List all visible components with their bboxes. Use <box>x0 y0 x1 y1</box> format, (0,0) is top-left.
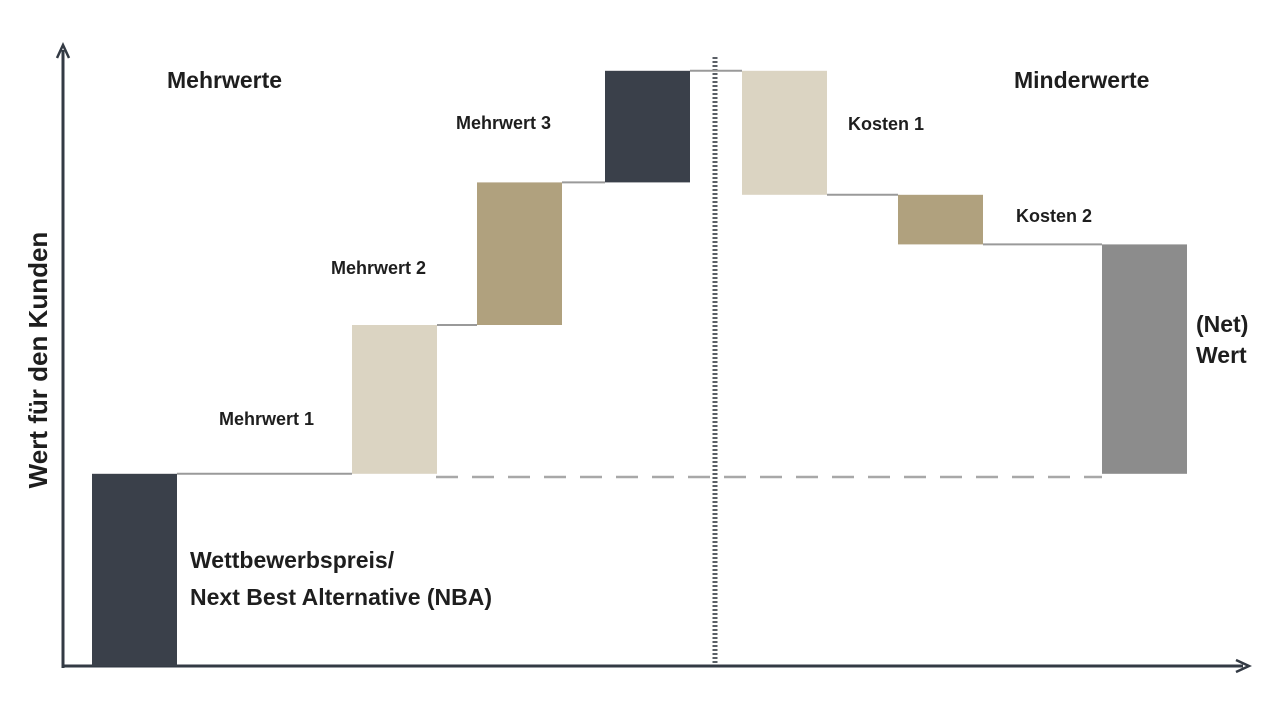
bar-net <box>1102 244 1187 474</box>
label-kosten-2: Kosten 2 <box>1016 206 1092 226</box>
label-nba-line1: Wettbewerbspreis/ <box>190 547 395 573</box>
label-kosten-1: Kosten 1 <box>848 114 924 134</box>
bar-k2 <box>898 194 983 245</box>
bar-k1 <box>742 70 827 195</box>
label-mehrwert-3: Mehrwert 3 <box>456 113 551 133</box>
label-net-line1: (Net) <box>1196 311 1248 337</box>
connector-lines <box>177 69 1102 475</box>
bars <box>92 70 1187 666</box>
bar-m2 <box>477 182 562 325</box>
label-mehrwert-1: Mehrwert 1 <box>219 409 314 429</box>
label-nba-line2: Next Best Alternative (NBA) <box>190 584 492 610</box>
bar-m3 <box>605 70 690 183</box>
bar-labels: Wettbewerbspreis/ Next Best Alternative … <box>190 113 1248 610</box>
y-axis-label: Wert für den Kunden <box>23 232 53 489</box>
label-net-line2: Wert <box>1196 342 1247 368</box>
section-label-mehrwerte: Mehrwerte <box>167 67 282 93</box>
label-mehrwert-2: Mehrwert 2 <box>331 258 426 278</box>
x-axis-arrow-icon <box>1235 658 1252 674</box>
y-axis-arrow-icon <box>55 42 71 59</box>
bar-nba <box>92 473 177 666</box>
section-label-minderwerte: Minderwerte <box>1014 67 1149 93</box>
axes <box>55 42 1252 674</box>
bar-m1 <box>352 325 437 474</box>
